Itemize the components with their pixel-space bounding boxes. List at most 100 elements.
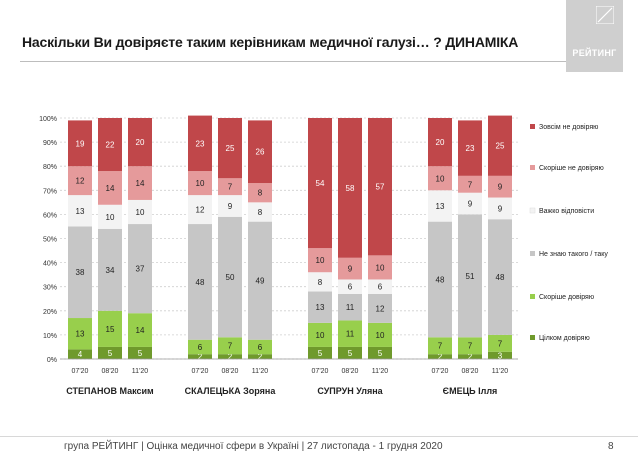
data-label: 10	[376, 263, 385, 272]
bar-segment	[428, 354, 452, 359]
data-label: 20	[136, 138, 145, 147]
bar-segment	[98, 118, 122, 172]
bar-segment	[308, 118, 332, 249]
legend-label: Скоріше довіряю	[539, 293, 594, 301]
bar-segment	[338, 257, 362, 280]
bar-segment	[368, 118, 392, 256]
legend-label: Скоріше не довіряю	[539, 164, 604, 172]
data-label: 7	[438, 342, 443, 351]
bar-segment	[428, 166, 452, 191]
footer-divider	[0, 436, 638, 437]
bar-segment	[428, 337, 452, 355]
page-title: Наскільки Ви довіряєте таким керівникам …	[22, 34, 519, 50]
bar-segment	[248, 183, 272, 203]
data-label: 23	[466, 144, 475, 153]
data-label: 2	[198, 353, 203, 362]
bar-segment	[458, 120, 482, 176]
bar-segment	[248, 202, 272, 222]
bar-segment	[308, 272, 332, 292]
bar-segment	[128, 166, 152, 200]
bar-segment	[98, 310, 122, 347]
bar-segment	[368, 255, 392, 280]
bar-segment	[488, 351, 512, 359]
bar-segment	[188, 339, 212, 355]
page-number: 8	[608, 441, 614, 452]
data-label: 9	[348, 265, 353, 274]
bar-segment	[98, 171, 122, 205]
x-tick-label: 11'20	[132, 368, 148, 375]
y-tick-label: 70%	[43, 188, 57, 195]
legend-label: Цілком довіряю	[539, 334, 590, 342]
data-label: 7	[228, 183, 233, 192]
bar-segment	[308, 248, 332, 273]
data-label: 48	[436, 275, 445, 284]
data-label: 14	[106, 184, 115, 193]
stacked-bar-chart: 0%10%20%30%40%50%60%70%80%90%100%4133813…	[39, 115, 608, 396]
y-tick-label: 60%	[43, 212, 57, 219]
data-label: 3	[498, 351, 503, 360]
legend-swatch	[530, 294, 535, 299]
title-divider	[20, 61, 620, 62]
data-label: 9	[498, 183, 503, 192]
data-label: 10	[436, 174, 445, 183]
data-label: 14	[136, 179, 145, 188]
bar-segment	[368, 346, 392, 359]
data-label: 49	[256, 277, 265, 286]
data-label: 15	[106, 325, 115, 334]
bar-segment	[248, 221, 272, 340]
x-tick-label: 08'20	[462, 368, 479, 375]
bar-segment	[338, 279, 362, 294]
data-label: 7	[228, 342, 233, 351]
y-tick-label: 30%	[43, 285, 57, 292]
x-tick-label: 11'20	[252, 368, 268, 375]
bar-segment	[218, 178, 242, 196]
data-label: 10	[376, 331, 385, 340]
data-label: 38	[76, 268, 85, 277]
bar-segment	[188, 224, 212, 340]
data-label: 10	[136, 208, 145, 217]
bar-segment	[458, 175, 482, 193]
data-label: 13	[436, 202, 445, 211]
bar-segment	[188, 354, 212, 359]
bar-segment	[68, 349, 92, 359]
legend-swatch	[530, 165, 535, 170]
bar-segment	[128, 224, 152, 314]
group-label: СКАЛЕЦЬКА Зоряна	[185, 386, 277, 396]
data-label: 12	[376, 304, 385, 313]
data-label: 6	[198, 343, 203, 352]
data-label: 10	[316, 256, 325, 265]
data-label: 10	[316, 331, 325, 340]
data-label: 2	[438, 353, 443, 362]
data-label: 37	[136, 265, 145, 274]
bar-segment	[338, 293, 362, 321]
bar-segment	[338, 346, 362, 359]
footer-text: група РЕЙТИНГ | Оцінка медичної сфери в …	[64, 441, 443, 452]
x-tick-label: 11'20	[492, 368, 508, 375]
bar-segment	[488, 115, 512, 176]
legend-label: Зовсім не довіряю	[539, 123, 598, 131]
data-label: 7	[498, 339, 503, 348]
data-label: 6	[348, 283, 353, 292]
bar-segment	[68, 120, 92, 167]
bar-segment	[188, 195, 212, 225]
data-label: 57	[376, 183, 385, 192]
bar-segment	[218, 195, 242, 217]
bar-segment	[338, 118, 362, 258]
bar-segment	[218, 337, 242, 355]
bar-segment	[458, 354, 482, 359]
bar-segment	[488, 219, 512, 335]
bar-segment	[308, 346, 332, 359]
logo-mark-icon	[596, 6, 614, 24]
x-tick-label: 11'20	[372, 368, 388, 375]
bar-segment	[128, 118, 152, 167]
data-label: 2	[468, 353, 473, 362]
data-label: 6	[258, 343, 263, 352]
rating-logo: РЕЙТИНГ	[566, 0, 623, 72]
y-tick-label: 40%	[43, 261, 57, 268]
data-label: 13	[76, 207, 85, 216]
data-label: 51	[466, 272, 475, 281]
data-label: 22	[106, 141, 115, 150]
bar-segment	[368, 293, 392, 323]
y-tick-label: 90%	[43, 140, 57, 147]
data-label: 13	[76, 330, 85, 339]
